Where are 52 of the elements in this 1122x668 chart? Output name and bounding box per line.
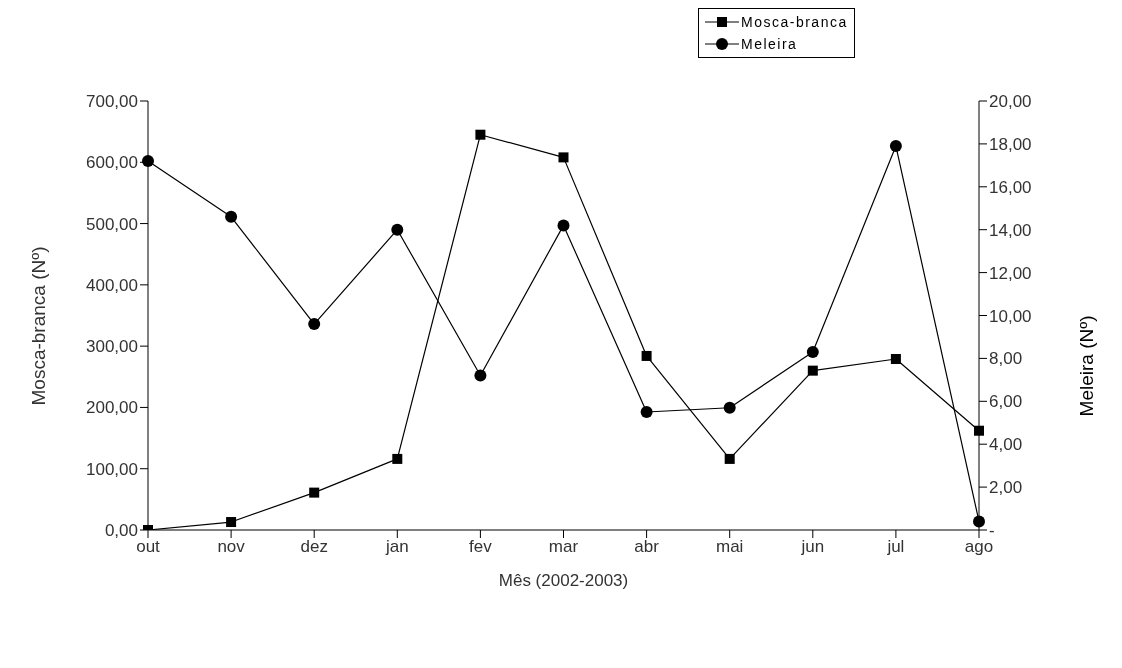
x-tick-label: dez xyxy=(300,537,328,557)
point xyxy=(723,401,736,414)
point xyxy=(557,219,570,232)
y2-tick-label: 12,00 xyxy=(989,263,1032,283)
y-tick-label: 600,00 xyxy=(86,153,138,173)
point xyxy=(640,406,653,419)
y-axis-title: Mosca-branca (Nº) xyxy=(27,246,49,406)
x-tick-label: mai xyxy=(716,537,744,557)
x-tick-label: mar xyxy=(548,537,579,557)
point xyxy=(641,350,652,361)
y-tick-label: 200,00 xyxy=(86,398,138,418)
point xyxy=(308,318,321,331)
point xyxy=(558,152,569,163)
y-tick-label: 700,00 xyxy=(86,92,138,112)
point xyxy=(889,140,902,153)
x-axis-title: Mês (2002-2003) xyxy=(498,571,629,590)
y2-axis-title: Meleira (Nº) xyxy=(1075,315,1097,417)
legend-label: Mosca-branca xyxy=(741,14,848,30)
point xyxy=(974,425,984,436)
y-tick-label: 300,00 xyxy=(86,337,138,357)
y2-tick-label: 6,00 xyxy=(989,392,1023,412)
x-tick-label: nov xyxy=(217,537,246,557)
y2-tick-label: 20,00 xyxy=(989,92,1032,112)
y2-tick-label: 10,00 xyxy=(989,306,1032,326)
point xyxy=(309,487,320,498)
point xyxy=(392,453,403,464)
x-tick-label: jun xyxy=(800,537,825,557)
legend-label: Meleira xyxy=(741,36,798,52)
x-tick-label: jul xyxy=(886,537,905,557)
point xyxy=(806,345,819,358)
x-tick-label: fev xyxy=(469,537,493,557)
point xyxy=(474,369,487,382)
point xyxy=(890,354,901,365)
x-tick-label: abr xyxy=(634,537,660,557)
point xyxy=(475,129,486,140)
x-tick-label: jan xyxy=(384,537,409,557)
y-tick-label: 400,00 xyxy=(86,275,138,295)
point xyxy=(225,210,238,223)
y2-tick-label: 18,00 xyxy=(989,134,1032,154)
y2-tick-label: 2,00 xyxy=(989,478,1023,498)
point xyxy=(226,517,237,528)
y2-tick-label: 14,00 xyxy=(989,220,1032,240)
y2-tick-label: 4,00 xyxy=(989,435,1023,455)
point xyxy=(807,365,818,376)
y2-tick-label: 16,00 xyxy=(989,177,1032,197)
y-tick-label: 100,00 xyxy=(86,459,138,479)
y-tick-label: 500,00 xyxy=(86,214,138,234)
y2-tick-label: 8,00 xyxy=(989,349,1023,369)
point xyxy=(724,453,735,464)
point xyxy=(391,223,404,236)
y-tick-label: 0,00 xyxy=(104,521,138,541)
x-tick-label: out xyxy=(136,537,161,557)
